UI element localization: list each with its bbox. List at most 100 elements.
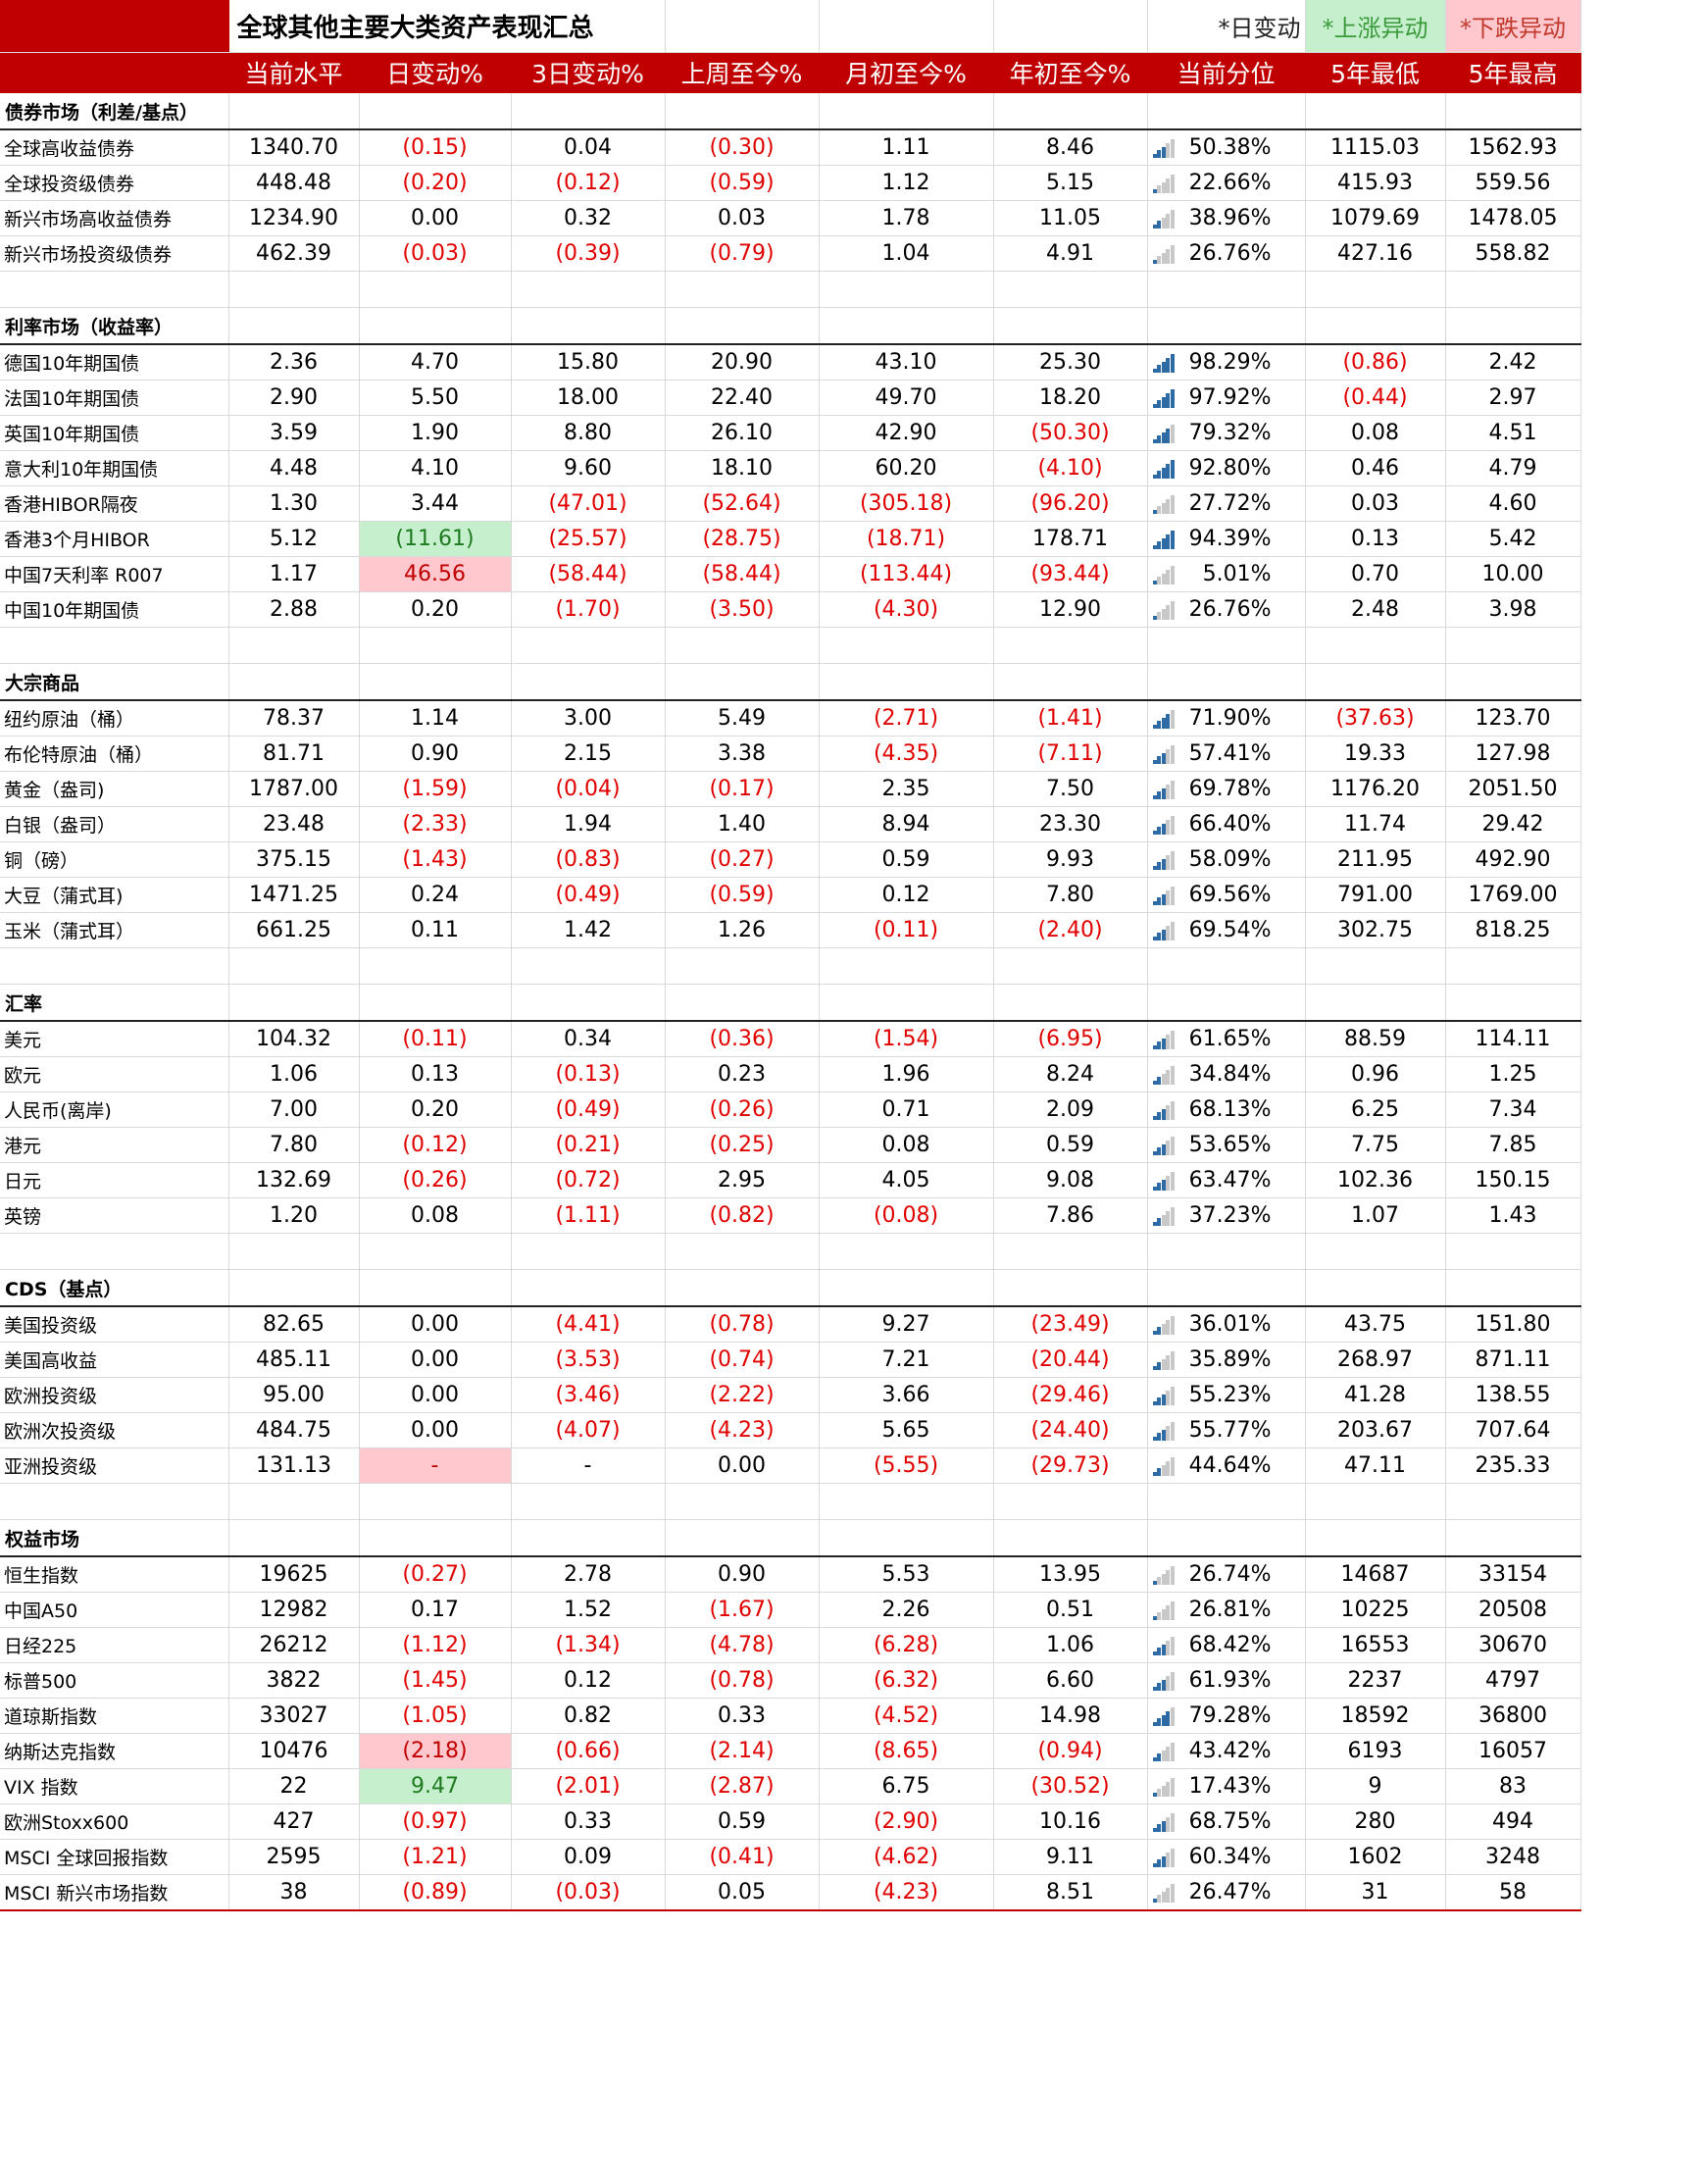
- percentile-value: 35.89%: [1188, 1347, 1272, 1372]
- value-cell: 23.48: [228, 806, 360, 842]
- value-cell: 1.26: [665, 912, 820, 948]
- value-cell: 12.90: [993, 591, 1148, 628]
- asset-name: 人民币(离岸): [0, 1092, 229, 1128]
- value-cell: (28.75): [665, 521, 820, 557]
- bar-chart-icon-bar: [1157, 862, 1162, 870]
- bar-chart-icon-bar: [1152, 1687, 1157, 1691]
- five-year-low: 18592: [1305, 1698, 1446, 1734]
- bar-chart-icon-bar: [1152, 1187, 1157, 1191]
- bar-chart-icon-bar: [1166, 1319, 1171, 1335]
- table-row: 布伦特原油（桶） 81.71 0.90 2.15 3.38 (4.35) (7.11) 57.…: [0, 736, 1581, 772]
- percentile-cell: 50.38%: [1147, 129, 1306, 166]
- bar-chart-icon-bar: [1161, 1143, 1166, 1155]
- sheet-title: 全球其他主要大类资产表现汇总: [228, 0, 666, 53]
- value-cell: (58.44): [665, 556, 820, 592]
- bar-chart-icon-bar: [1157, 1859, 1162, 1867]
- section-spacer: [1147, 92, 1306, 130]
- value-cell: (3.50): [665, 591, 820, 628]
- section-spacer: [819, 1519, 994, 1557]
- five-year-high: 1.25: [1445, 1056, 1581, 1092]
- table-row: 英国10年期国债 3.59 1.90 8.80 26.10 42.90 (50.30) 79.…: [0, 415, 1581, 451]
- table-row: 铜（磅） 375.15 (1.43) (0.83) (0.27) 0.59 9.93 58.0…: [0, 841, 1581, 878]
- bar-chart-icon-bar: [1166, 392, 1171, 408]
- asset-name: 日经225: [0, 1627, 229, 1663]
- value-cell: 22: [228, 1768, 360, 1804]
- bar-chart-icon-bar: [1170, 1137, 1175, 1155]
- blank-cell: [1147, 947, 1306, 985]
- table-row: 中国7天利率 R007 1.17 46.56 (58.44) (58.44) (113.4…: [0, 556, 1581, 592]
- five-year-low: 211.95: [1305, 841, 1446, 878]
- bar-chart-icon: [1152, 139, 1175, 158]
- asset-name: 道琼斯指数: [0, 1698, 229, 1734]
- section-spacer: [228, 1519, 360, 1557]
- percentile-cell: 68.75%: [1147, 1803, 1306, 1840]
- bar-chart-icon-bar: [1166, 569, 1171, 584]
- five-year-low: 0.96: [1305, 1056, 1446, 1092]
- table-row: MSCI 全球回报指数 2595 (1.21) 0.09 (0.41) (4.62) 9.1…: [0, 1839, 1581, 1875]
- value-cell: (2.33): [359, 806, 512, 842]
- section-spacer: [1147, 984, 1306, 1022]
- five-year-high: 7.34: [1445, 1092, 1581, 1128]
- value-cell: (25.57): [511, 521, 666, 557]
- value-cell: 0.12: [511, 1662, 666, 1699]
- five-year-low: 280: [1305, 1803, 1446, 1840]
- five-year-high: 10.00: [1445, 556, 1581, 592]
- bar-chart-icon: [1152, 1031, 1175, 1049]
- percentile-cell: 60.34%: [1147, 1839, 1306, 1875]
- five-year-high: 492.90: [1445, 841, 1581, 878]
- section-title: CDS（基点）: [0, 1269, 229, 1307]
- blank-cell: [993, 1483, 1148, 1520]
- five-year-high: 558.82: [1445, 235, 1581, 272]
- value-cell: (0.66): [511, 1733, 666, 1769]
- table-row: 欧洲Stoxx600 427 (0.97) 0.33 0.59 (2.90) 10.16 68…: [0, 1803, 1581, 1840]
- bar-chart-icon: [1152, 354, 1175, 373]
- value-cell: 0.05: [665, 1874, 820, 1911]
- value-cell: 18.00: [511, 380, 666, 416]
- five-year-high: 559.56: [1445, 165, 1581, 201]
- section-spacer: [1305, 1269, 1446, 1307]
- value-cell: (0.83): [511, 841, 666, 878]
- bar-chart-icon-bar: [1152, 1616, 1157, 1620]
- bar-chart-icon: [1152, 851, 1175, 870]
- section-spacer: [228, 92, 360, 130]
- value-cell: (0.82): [665, 1197, 820, 1234]
- value-cell: (2.90): [819, 1803, 994, 1840]
- value-cell: 1471.25: [228, 877, 360, 913]
- bar-chart-icon-bar: [1157, 471, 1162, 479]
- percentile-value: 38.96%: [1188, 206, 1272, 230]
- value-cell: (2.40): [993, 912, 1148, 948]
- bar-chart-icon-bar: [1152, 1651, 1157, 1655]
- value-cell: (0.03): [359, 235, 512, 272]
- value-cell: 8.24: [993, 1056, 1148, 1092]
- value-cell: (5.55): [819, 1448, 994, 1484]
- value-cell: (18.71): [819, 521, 994, 557]
- value-cell: (0.15): [359, 129, 512, 166]
- percentile-value: 69.56%: [1188, 883, 1272, 907]
- percentile-cell: 68.42%: [1147, 1627, 1306, 1663]
- value-cell: 6.60: [993, 1662, 1148, 1699]
- percentile-cell: 71.90%: [1147, 700, 1306, 736]
- value-cell: (52.64): [665, 485, 820, 522]
- bar-chart-icon: [1152, 1566, 1175, 1585]
- table-row: VIX 指数 22 9.47 (2.01) (2.87) 6.75 (30.52) 17.43…: [0, 1768, 1581, 1804]
- value-cell: (0.26): [665, 1092, 820, 1128]
- value-cell: 42.90: [819, 415, 994, 451]
- five-year-low: 9: [1305, 1768, 1446, 1804]
- bar-chart-icon-bar: [1166, 784, 1171, 799]
- blank-cell: [819, 947, 994, 985]
- value-cell: (6.95): [993, 1021, 1148, 1057]
- five-year-low: (37.63): [1305, 700, 1446, 736]
- bar-chart-icon-bar: [1161, 858, 1166, 870]
- table-row: 香港HIBOR隔夜 1.30 3.44 (47.01) (52.64) (305.18)(…: [0, 485, 1581, 522]
- asset-name: 中国A50: [0, 1592, 229, 1628]
- bar-chart-icon-bar: [1166, 819, 1171, 835]
- bar-chart-icon-bar: [1161, 1750, 1166, 1761]
- bar-chart-icon-bar: [1166, 1640, 1171, 1655]
- bar-chart-icon-bar: [1161, 467, 1166, 479]
- bar-chart-icon-bar: [1161, 1573, 1166, 1585]
- blank-cell: [0, 1483, 229, 1520]
- value-cell: 2.95: [665, 1162, 820, 1198]
- percentile-value: 26.74%: [1188, 1562, 1272, 1587]
- percentile-cell: 69.78%: [1147, 771, 1306, 807]
- blank-cell: [819, 1233, 994, 1270]
